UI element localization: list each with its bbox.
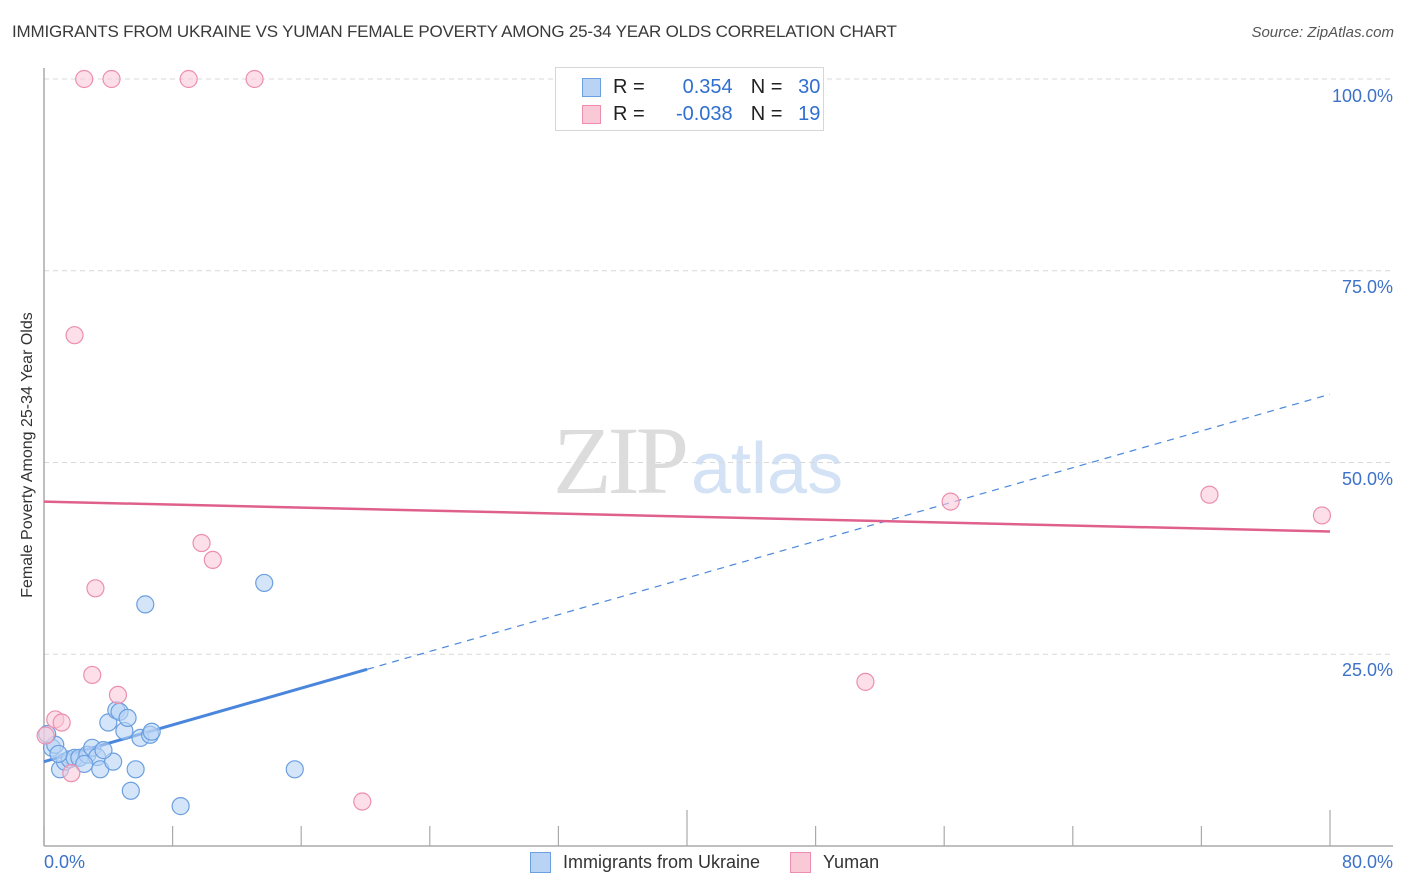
legend-label: Immigrants from Ukraine: [563, 852, 761, 872]
r-value: 0.354: [682, 75, 733, 98]
yuman-data-point: [65, 326, 84, 345]
legend-row-ukraine: R = 0.354 N = 30: [582, 75, 820, 99]
ukraine-data-point: [171, 797, 190, 816]
ukraine-data-point: [255, 573, 274, 593]
ukraine-data-point: [118, 708, 137, 728]
n-label: N =: [750, 75, 783, 98]
yuman-data-point: [83, 665, 102, 685]
legend-row-yuman: R = -0.038 N = 19: [582, 102, 820, 126]
watermark-zip: ZIP: [553, 407, 689, 514]
r-label: R =: [613, 102, 645, 125]
ukraine-data-point: [49, 744, 68, 764]
yuman-data-point: [102, 69, 121, 89]
source-label: Source: ZipAtlas.com: [1251, 24, 1394, 41]
yuman-data-point: [62, 764, 81, 783]
legend-item-yuman[interactable]: Yuman: [790, 852, 879, 873]
yuman-data-point: [203, 550, 222, 570]
n-label: N =: [750, 102, 783, 125]
y-tick-100: 100.0%: [1331, 86, 1393, 106]
yuman-data-point: [75, 69, 94, 89]
yuman-trendline: [43, 500, 1331, 533]
yuman-data-point: [52, 713, 71, 732]
chart-title: IMMIGRANTS FROM UKRAINE VS YUMAN FEMALE …: [12, 22, 897, 41]
ukraine-data-point: [136, 595, 155, 614]
ukraine-data-point: [142, 722, 161, 741]
yuman-data-point: [36, 726, 55, 745]
ukraine-data-point: [75, 754, 94, 774]
yuman-data-point: [1312, 506, 1332, 525]
yuman-swatch-icon: [790, 852, 812, 873]
legend-item-ukraine[interactable]: Immigrants from Ukraine: [530, 852, 760, 873]
ukraine-data-point: [94, 741, 113, 760]
ukraine-trendline-dashed: [366, 393, 1331, 670]
n-value: 30: [798, 75, 821, 98]
y-tick-50: 50.0%: [1341, 469, 1393, 489]
ukraine-data-point: [285, 760, 304, 779]
x-tick-80: 80.0%: [1341, 852, 1393, 872]
yuman-data-point: [192, 533, 211, 553]
ukraine-swatch-icon: [530, 852, 551, 873]
axes: [43, 68, 1393, 847]
x-tick-0: 0.0%: [44, 852, 86, 872]
watermark-atlas: atlas: [691, 429, 844, 509]
ukraine-data-point: [121, 781, 140, 800]
yuman-data-point: [108, 685, 128, 705]
yuman-data-point: [86, 579, 105, 598]
yuman-data-point: [856, 672, 875, 691]
yuman-data-point: [353, 792, 372, 811]
data-points: [36, 69, 1332, 816]
gridlines: [44, 78, 1393, 655]
yuman-data-point: [941, 492, 960, 511]
n-value: 19: [798, 102, 821, 125]
r-label: R =: [613, 75, 645, 98]
legend-label: Yuman: [823, 852, 880, 872]
ukraine-data-point: [126, 760, 145, 779]
ukraine-swatch-icon: [582, 77, 601, 97]
yuman-swatch-icon: [582, 104, 601, 124]
correlation-legend: R = 0.354 N = 30 R = -0.038 N = 19: [555, 67, 824, 131]
y-tick-75: 75.0%: [1341, 277, 1393, 297]
yuman-data-point: [1200, 485, 1219, 504]
y-tick-25: 25.0%: [1341, 660, 1393, 680]
yuman-data-point: [179, 69, 198, 89]
yuman-data-point: [245, 69, 264, 89]
series-legend: Immigrants from Ukraine Yuman: [530, 852, 909, 873]
zipatlas-watermark: ZIPatlas: [553, 405, 843, 516]
trendlines: [43, 393, 1331, 764]
r-value: -0.038: [675, 102, 733, 125]
y-axis-label: Female Poverty Among 25-34 Year Olds: [19, 312, 36, 598]
